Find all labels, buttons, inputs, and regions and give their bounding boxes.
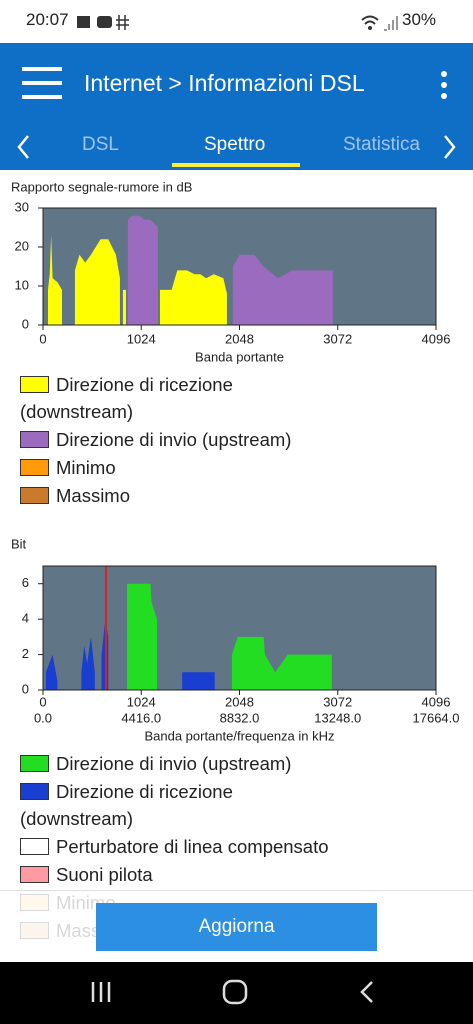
frequency-tick-label: 17664.0 xyxy=(413,710,460,725)
y-tick-label: 4 xyxy=(22,611,29,626)
legend-swatch xyxy=(20,431,49,448)
frequency-tick-label: 0.0 xyxy=(34,710,52,725)
legend-label: Suoni pilota xyxy=(56,864,153,885)
legend-swatch xyxy=(20,376,49,393)
area xyxy=(232,254,333,325)
area xyxy=(231,636,332,690)
legend-item: Suoni pilota xyxy=(20,861,340,888)
y-tick-label: 6 xyxy=(22,575,29,590)
legend-item: Perturbatore di linea compensato xyxy=(20,833,340,860)
legend-label: Direzione di invio (upstream) xyxy=(56,429,292,450)
legend-label: Minimo xyxy=(56,457,116,478)
status-bar: 20:07 30% xyxy=(0,0,473,43)
y-tick-label: 20 xyxy=(15,238,29,253)
y-tick-label: 2 xyxy=(22,646,29,661)
legend-item: Direzione di ricezione (downstream) xyxy=(20,371,340,425)
area xyxy=(127,215,158,325)
area xyxy=(74,239,120,325)
y-tick-label: 0 xyxy=(22,681,29,696)
legend-swatch xyxy=(20,459,49,476)
legend-label: Direzione di invio (upstream) xyxy=(56,753,292,774)
y-tick-label: 10 xyxy=(15,277,29,292)
y-axis-label: Bit xyxy=(11,536,27,551)
tab-prev[interactable] xyxy=(14,133,34,161)
x-axis-label: Banda portante xyxy=(195,349,284,364)
x-tick-label: 3072 xyxy=(323,694,352,709)
tab[interactable]: Statistica xyxy=(343,134,421,155)
legend-swatch xyxy=(20,487,49,504)
legend-item: Minimo xyxy=(20,454,340,481)
y-tick-label: 0 xyxy=(22,316,29,331)
tab-active[interactable]: Spettro xyxy=(204,134,266,155)
x-tick-label: 3072 xyxy=(323,331,352,346)
area xyxy=(182,672,215,690)
overflow-menu[interactable] xyxy=(438,69,450,103)
legend-swatch xyxy=(20,755,49,772)
frequency-tick-label: 13248.0 xyxy=(314,710,361,725)
area xyxy=(47,235,62,325)
x-tick-label: 4096 xyxy=(422,331,451,346)
legend-label: Direzione di ricezione (downstream) xyxy=(20,374,233,422)
legend-label: Direzione di ricezione (downstream) xyxy=(20,781,233,829)
x-tick-label: 1024 xyxy=(127,331,156,346)
area xyxy=(81,636,95,690)
tab[interactable]: DSL xyxy=(82,134,119,155)
refresh-button[interactable]: Aggiorna xyxy=(96,903,377,951)
frequency-tick-label: 8832.0 xyxy=(220,710,260,725)
x-axis-label: Banda portante/frequenza in kHz xyxy=(144,728,334,743)
frequency-tick-label: 4416.0 xyxy=(121,710,161,725)
battery: 30% xyxy=(402,10,437,29)
x-tick-label: 2048 xyxy=(225,694,254,709)
legend-label: Perturbatore di linea compensato xyxy=(56,836,329,857)
x-tick-label: 2048 xyxy=(225,331,254,346)
area xyxy=(126,583,157,690)
tab-indicator xyxy=(172,163,300,167)
legend-item: Direzione di ricezione (downstream) xyxy=(20,778,340,832)
page-title: Internet > Informazioni DSL xyxy=(84,70,365,96)
nav-icons xyxy=(91,979,373,1005)
legend-item: Direzione di invio (upstream) xyxy=(20,426,340,453)
y-axis-label: Rapporto segnale-rumore in dB xyxy=(11,179,192,194)
legend-swatch xyxy=(20,866,49,883)
nav-bar xyxy=(0,962,473,1024)
area xyxy=(45,654,58,690)
legend-swatch xyxy=(20,838,49,855)
clock: 20:07 xyxy=(26,10,69,29)
x-tick-label: 0 xyxy=(39,694,46,709)
app-bar: Internet > Informazioni DSL DSL Spettro … xyxy=(0,43,473,170)
x-tick-label: 0 xyxy=(39,331,46,346)
x-tick-label: 1024 xyxy=(127,694,156,709)
status-icons xyxy=(77,15,129,30)
area xyxy=(159,270,227,325)
legend-label: Massimo xyxy=(56,485,131,506)
x-tick-label: 4096 xyxy=(422,694,451,709)
tab-next[interactable] xyxy=(440,133,460,161)
menu-button[interactable] xyxy=(20,65,66,101)
area xyxy=(122,289,126,325)
legend: Direzione di ricezione (downstream) Direz… xyxy=(20,371,340,510)
signal-icons xyxy=(361,15,398,31)
legend-item: Massimo xyxy=(20,482,340,509)
y-tick-label: 30 xyxy=(15,199,29,214)
legend-item: Direzione di invio (upstream) xyxy=(20,750,340,777)
legend-swatch xyxy=(20,783,49,800)
